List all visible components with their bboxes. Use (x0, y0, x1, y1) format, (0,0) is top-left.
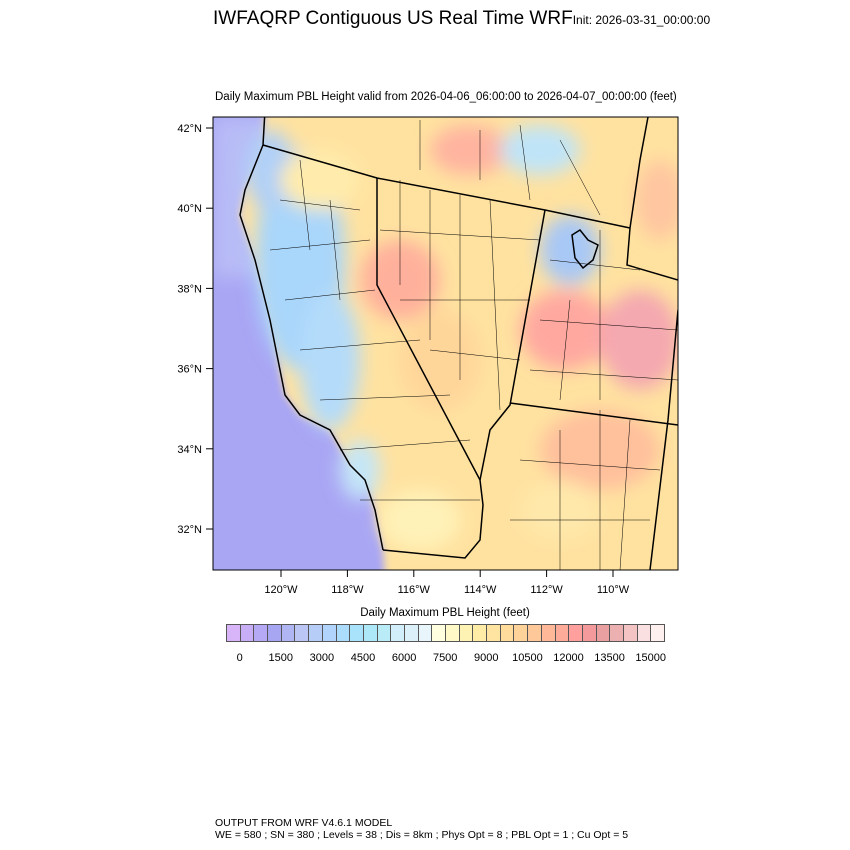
footer-model: OUTPUT FROM WRF V4.6.1 MODEL (215, 817, 393, 829)
state-border-az-ut (509, 402, 678, 426)
colorbar (226, 624, 665, 642)
county-lines (269, 120, 678, 570)
colorbar-swatch (309, 625, 323, 641)
colorbar-title: Daily Maximum PBL Height (feet) (360, 607, 530, 619)
colorbar-swatch (227, 625, 241, 641)
colorbar-label: 6000 (391, 652, 417, 664)
state-border-id-wy (629, 117, 649, 229)
lat-tick-label: 32°N (177, 524, 202, 536)
coastline (239, 117, 384, 551)
lat-tick-label: 34°N (177, 444, 202, 456)
colorbar-label: 1500 (268, 652, 294, 664)
colorbar-swatch (268, 625, 282, 641)
lon-tick-label: 118°W (331, 584, 364, 596)
colorbar-swatch (404, 625, 419, 641)
colorbar-swatch (295, 625, 310, 641)
colorbar-swatch (336, 625, 351, 641)
great-salt-lake (571, 229, 599, 270)
colorbar-swatch (363, 625, 378, 641)
plot-subtitle: Daily Maximum PBL Height valid from 2026… (215, 91, 677, 103)
lon-tick-label: 112°W (530, 584, 563, 596)
lon-axis: 120°W 118°W 116°W 114°W 112°W 110°W (264, 570, 630, 596)
colorbar-swatch (391, 625, 405, 641)
colorbar-label: 10500 (512, 652, 543, 664)
colorbar-label: 0 (236, 652, 243, 664)
state-border-ca (376, 178, 484, 559)
lon-tick-label: 116°W (398, 584, 431, 596)
colorbar-swatch (651, 625, 664, 641)
borders (239, 117, 678, 570)
lon-tick-label: 110°W (597, 584, 630, 596)
lon-tick-label: 120°W (264, 584, 298, 596)
colorbar-swatch (637, 625, 652, 641)
colorbar-label: 4500 (350, 652, 376, 664)
state-border-wy (626, 227, 678, 281)
colorbar-swatch (569, 625, 583, 641)
colorbar-swatch (446, 625, 460, 641)
lon-tick-label: 114°W (464, 584, 497, 596)
colorbar-swatch (322, 625, 337, 641)
figure-title: IWFAQRP Contiguous US Real Time WRFInit:… (213, 8, 710, 30)
colorbar-swatch (582, 625, 597, 641)
lat-tick-label: 42°N (177, 123, 202, 135)
colorbar-swatch (473, 625, 488, 641)
land-patches (245, 125, 678, 550)
colorbar-label: 3000 (309, 652, 335, 664)
colorbar-swatch (528, 625, 542, 641)
colorbar-swatch (240, 625, 255, 641)
colorbar-swatch (350, 625, 364, 641)
colorbar-swatch (254, 625, 269, 641)
lat-tick-label: 40°N (177, 203, 202, 215)
title-text: IWFAQRP Contiguous US Real Time WRF (213, 8, 573, 29)
plot-frame (212, 116, 679, 571)
colorbar-swatch (500, 625, 515, 641)
colorbar-swatch (418, 625, 433, 641)
colorbar-swatch (459, 625, 474, 641)
lat-axis: 42°N 40°N 38°N 36°N 34°N 32°N (177, 123, 213, 536)
colorbar-label: 7500 (432, 652, 458, 664)
colorbar-label: 13500 (594, 652, 625, 664)
colorbar-swatch (281, 625, 296, 641)
colorbar-swatch (432, 625, 446, 641)
colorbar-swatch (541, 625, 556, 641)
colorbar-swatch (610, 625, 624, 641)
colorbar-swatch (623, 625, 638, 641)
colorbar-swatch (377, 625, 392, 641)
colorbar-label: 9000 (474, 652, 499, 664)
colorbar-swatch (555, 625, 570, 641)
lat-tick-label: 38°N (177, 283, 202, 295)
colorbar-swatch (596, 625, 611, 641)
init-label: Init: 2026-03-31_00:00:00 (572, 13, 711, 27)
state-border-nv-ut (479, 209, 546, 481)
state-border-north (262, 144, 631, 229)
footer-settings: WE = 580 ; SN = 380 ; Levels = 38 ; Dis … (215, 829, 629, 841)
colorbar-swatch (514, 625, 529, 641)
state-border-nm (649, 309, 678, 570)
lat-tick-label: 36°N (177, 364, 202, 376)
colorbar-label: 12000 (553, 652, 584, 664)
colorbar-swatch (487, 625, 501, 641)
colorbar-label: 15000 (635, 652, 666, 664)
